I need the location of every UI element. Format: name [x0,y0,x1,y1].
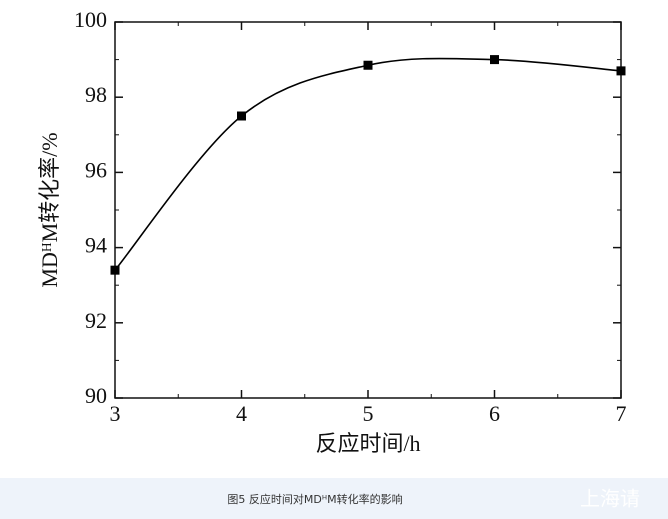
x-tick-label: 5 [363,401,374,426]
marker [490,55,499,65]
x-tick-label: 7 [616,401,627,426]
marker [237,111,246,121]
x-axis-label: 反应时间/h [315,431,420,456]
caption: 图5 反应时间对MDᴴM转化率的影响 [227,492,402,506]
marker [110,265,120,275]
x-tick-label: 4 [236,401,247,426]
y-tick-label: 92 [85,308,107,333]
line [114,57,622,271]
plot-frame [114,21,622,399]
marker [616,66,626,76]
y-tick-label: 96 [85,157,107,182]
y-tick-label: 100 [74,7,107,32]
caption-band [0,478,668,519]
y-tick-label: 98 [85,82,107,107]
x-tick-label: 3 [110,401,121,426]
marker [363,60,373,70]
y-tick-label: 90 [85,383,107,408]
watermark: 上海请 [580,487,640,511]
y-axis-label: MDᴴM转化率/% [37,132,62,287]
y-tick-label: 94 [85,233,107,258]
x-tick-label: 6 [489,401,500,426]
